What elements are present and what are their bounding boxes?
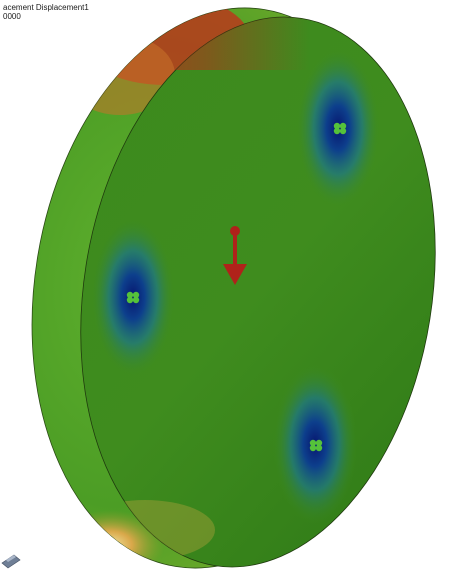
fixture-icon[interactable]	[333, 122, 347, 135]
fixture-icon[interactable]	[126, 291, 140, 304]
plot-title: acement Displacement1	[3, 3, 89, 12]
plot-scale-text: 0000	[3, 12, 21, 21]
triad-icon[interactable]	[0, 543, 22, 569]
fixture-icon[interactable]	[309, 439, 323, 452]
force-arrow-icon[interactable]	[223, 226, 247, 285]
